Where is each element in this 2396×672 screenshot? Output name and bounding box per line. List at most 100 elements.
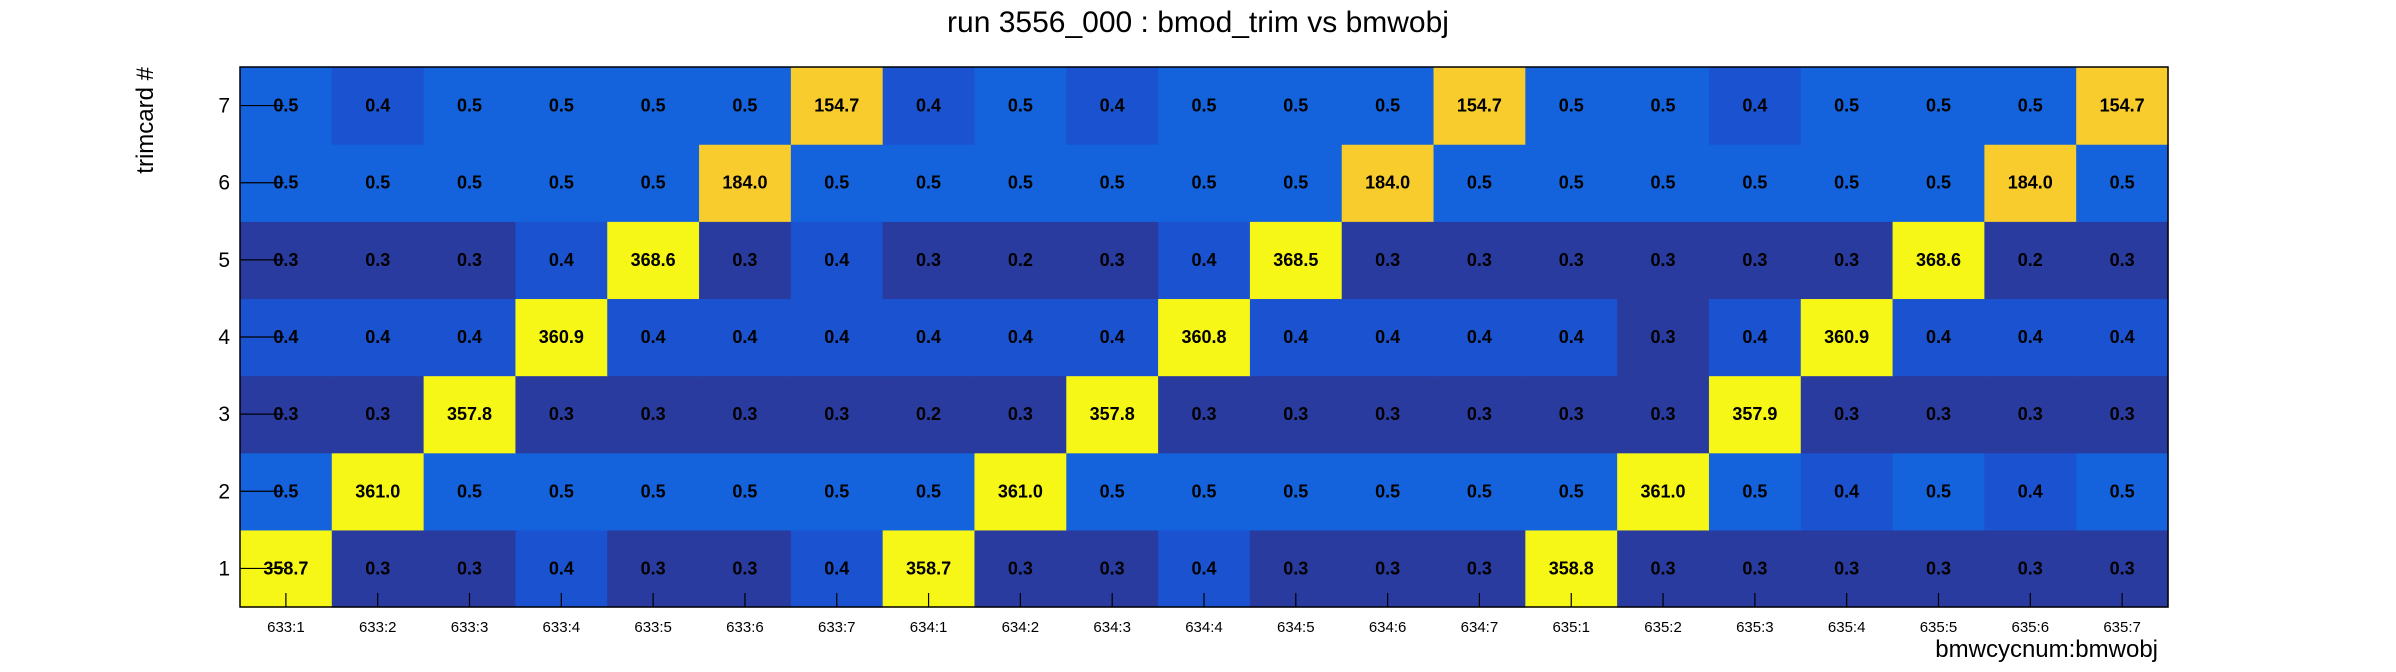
cell-value-label: 0.5 <box>365 173 390 193</box>
cell-value-label: 0.5 <box>1375 481 1400 501</box>
heatmap-cell <box>1800 67 1894 145</box>
y-tick-label: 5 <box>218 249 230 272</box>
heatmap-cell <box>790 144 884 222</box>
cell-value-label: 0.5 <box>1283 173 1308 193</box>
cell-value-label: 0.5 <box>273 173 298 193</box>
cell-value-label: 0.5 <box>1467 481 1492 501</box>
cell-value-label: 0.5 <box>1100 173 1125 193</box>
heatmap-cell <box>1617 452 1710 531</box>
cell-value-label: 0.3 <box>1008 558 1033 578</box>
cell-value-label: 0.3 <box>457 250 482 270</box>
cell-value-label: 0.3 <box>1375 558 1400 578</box>
heatmap-cell <box>1617 298 1710 377</box>
heatmap-cell <box>1433 67 1526 145</box>
heatmap-cell <box>1984 298 2077 377</box>
cell-value-label: 0.3 <box>2018 404 2043 424</box>
heatmap-cell <box>1066 67 1159 145</box>
cell-value-label: 0.4 <box>1742 327 1767 347</box>
heatmap-cell <box>1525 375 1618 454</box>
heatmap-cell <box>1158 452 1251 531</box>
heatmap-cell <box>790 298 884 377</box>
cell-value-label: 0.3 <box>732 404 757 424</box>
heatmap-cell <box>1249 375 1343 454</box>
cell-value-label: 0.3 <box>1100 250 1125 270</box>
heatmap-cell <box>1066 452 1159 531</box>
cell-value-label: 0.4 <box>457 327 482 347</box>
cell-value-label: 0.4 <box>916 327 941 347</box>
heatmap-cell <box>1984 452 2077 531</box>
heatmap-cell <box>1708 375 1802 454</box>
cell-value-label: 360.9 <box>1824 327 1869 347</box>
cell-value-label: 0.3 <box>1467 558 1492 578</box>
heatmap-cell <box>882 221 976 300</box>
x-tick-label: 634:6 <box>1369 619 1407 636</box>
cell-value-label: 357.8 <box>1090 404 1135 424</box>
heatmap-cell <box>1525 298 1618 377</box>
heatmap-cell <box>1708 452 1802 531</box>
heatmap-cell <box>699 144 792 222</box>
heatmap-cell <box>1158 144 1251 222</box>
cell-value-label: 0.4 <box>273 327 298 347</box>
cell-value-label: 0.4 <box>824 327 849 347</box>
heatmap-cell <box>1800 452 1894 531</box>
cell-value-label: 0.5 <box>273 481 298 501</box>
heatmap-cell <box>607 375 700 454</box>
heatmap-cell <box>974 375 1067 454</box>
cell-value-label: 154.7 <box>1457 96 1502 116</box>
heatmap-cell <box>974 452 1067 531</box>
cell-value-label: 357.8 <box>447 404 492 424</box>
chart-title: run 3556_000 : bmod_trim vs bmwobj <box>947 6 1449 39</box>
heatmap-cell <box>1525 67 1618 145</box>
cell-value-label: 0.4 <box>365 327 390 347</box>
heatmap-cell <box>2076 452 2169 531</box>
cell-value-label: 0.3 <box>1008 404 1033 424</box>
cell-value-label: 0.3 <box>1834 404 1859 424</box>
cell-value-label: 0.5 <box>1926 481 1951 501</box>
heatmap-cell <box>1708 67 1802 145</box>
y-axis: 1 2 3 4 5 6 7 <box>218 95 284 580</box>
heatmap-cell <box>1433 221 1526 300</box>
heatmap-cell <box>1892 452 1985 531</box>
heatmap-cell <box>1984 67 2077 145</box>
heatmap-cell <box>1341 221 1435 300</box>
cell-value-label: 0.5 <box>641 173 666 193</box>
heatmap-cell <box>1525 144 1618 222</box>
cell-value-label: 184.0 <box>2008 173 2053 193</box>
cell-value-label: 0.3 <box>273 404 298 424</box>
cell-value-label: 154.7 <box>814 96 859 116</box>
x-tick-label: 634:4 <box>1185 619 1223 636</box>
y-tick-label: 7 <box>218 95 230 118</box>
heatmap-cell <box>2076 221 2169 300</box>
cell-value-label: 0.3 <box>1100 558 1125 578</box>
x-tick-label: 633:3 <box>451 619 489 636</box>
heatmap-cell <box>974 144 1067 222</box>
heatmap-cell <box>974 67 1067 145</box>
heatmap-cell <box>1617 375 1710 454</box>
heatmap-cell <box>1158 375 1251 454</box>
x-tick-label: 633:5 <box>634 619 672 636</box>
heatmap-cell <box>331 67 425 145</box>
heatmap-cell <box>1341 452 1435 531</box>
y-tick-label: 2 <box>218 480 230 503</box>
cell-value-label: 0.3 <box>1926 558 1951 578</box>
cell-value-label: 0.3 <box>2110 404 2135 424</box>
heatmap-cell <box>515 67 608 145</box>
cell-value-label: 0.4 <box>641 327 666 347</box>
cell-value-label: 0.3 <box>365 250 390 270</box>
heatmap-cell <box>515 221 608 300</box>
heatmap-cell <box>1433 298 1526 377</box>
heatmap-cell <box>607 144 700 222</box>
heatmap-cell <box>331 375 425 454</box>
cell-value-label: 358.7 <box>906 558 951 578</box>
cell-value-label: 0.3 <box>1559 404 1584 424</box>
y-tick-label: 6 <box>218 172 230 195</box>
heatmap-cell <box>790 375 884 454</box>
heatmap-cell <box>1158 221 1251 300</box>
heatmap-cell <box>1158 298 1251 377</box>
cell-value-label: 0.3 <box>824 404 849 424</box>
cell-value-label: 0.4 <box>1375 327 1400 347</box>
cell-value-label: 184.0 <box>1365 173 1410 193</box>
cell-value-label: 0.5 <box>641 96 666 116</box>
cell-value-label: 0.5 <box>457 173 482 193</box>
cell-value-label: 0.5 <box>1283 481 1308 501</box>
